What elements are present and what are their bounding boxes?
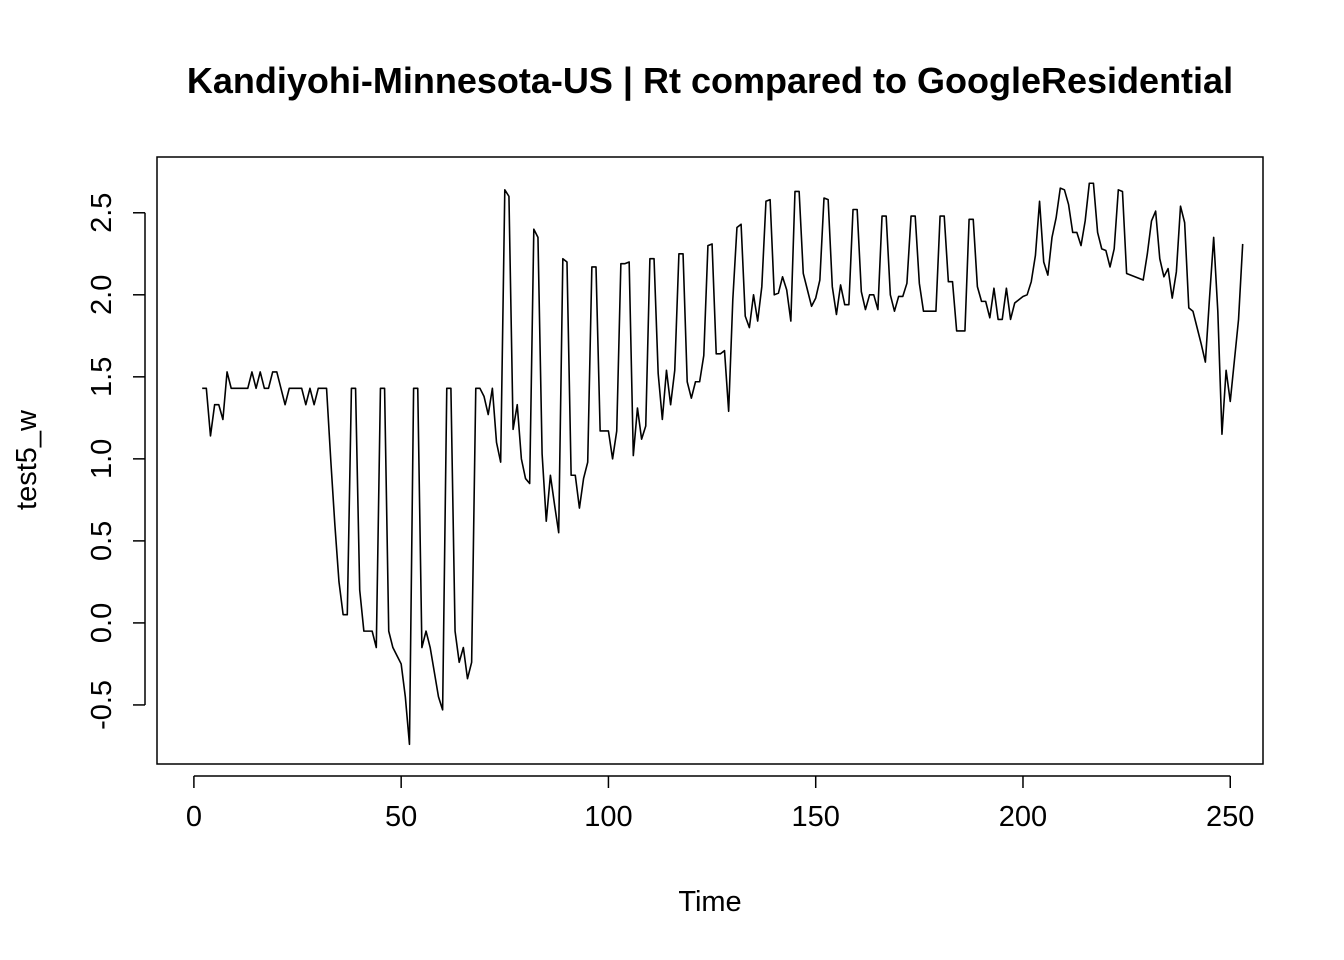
x-tick-label: 0 xyxy=(186,801,202,833)
x-tick-label: 250 xyxy=(1206,801,1254,833)
chart-title: Kandiyohi-Minnesota-US | Rt compared to … xyxy=(187,60,1233,102)
x-tick-label: 100 xyxy=(584,801,632,833)
y-axis: -0.5 0.0 0.5 1.0 1.5 2.0 2.5 xyxy=(86,193,146,730)
y-tick-label: -0.5 xyxy=(86,680,118,730)
y-tick-label: 0.0 xyxy=(86,603,118,643)
y-tick-label: 0.5 xyxy=(86,521,118,561)
x-axis-label: Time xyxy=(678,886,741,918)
x-tick-label: 200 xyxy=(999,801,1047,833)
y-tick-label: 1.0 xyxy=(86,439,118,479)
x-tick-label: 50 xyxy=(385,801,417,833)
y-tick-label: 1.5 xyxy=(86,357,118,397)
plot-frame xyxy=(156,156,1264,765)
x-axis: 0 50 100 150 200 250 xyxy=(186,775,1254,833)
y-tick-label: 2.0 xyxy=(86,275,118,315)
series-line xyxy=(202,182,1244,746)
y-axis-label: test5_w xyxy=(11,409,43,510)
y-tick-label: 2.5 xyxy=(86,193,118,233)
x-tick-label: 150 xyxy=(792,801,840,833)
